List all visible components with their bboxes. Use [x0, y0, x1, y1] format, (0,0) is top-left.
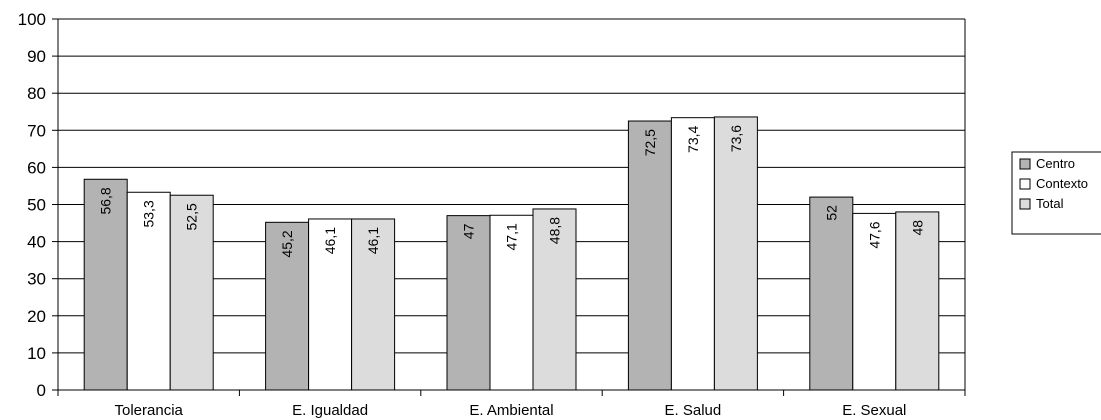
data-label: 53,3 — [141, 200, 157, 227]
data-label: 73,4 — [685, 125, 701, 152]
x-tick-label: E. Ambiental — [469, 402, 553, 419]
bar-centro — [627, 120, 672, 391]
bar-total — [169, 194, 214, 391]
y-tick-label: 50 — [27, 196, 46, 215]
data-label: 46,1 — [322, 227, 338, 254]
x-tick-label: E. Igualdad — [292, 402, 368, 419]
y-tick-label: 80 — [27, 84, 46, 103]
legend-label: Contexto — [1036, 176, 1088, 191]
bar-total — [532, 208, 577, 391]
data-label: 52,5 — [184, 203, 200, 230]
legend-label: Total — [1036, 196, 1064, 211]
y-tick-label: 0 — [37, 381, 46, 400]
data-label: 45,2 — [279, 230, 295, 257]
legend-label: Centro — [1036, 156, 1075, 171]
bar-centro — [83, 178, 128, 391]
data-label: 52 — [823, 205, 839, 221]
bar-contexto — [126, 191, 171, 391]
y-tick-label: 30 — [27, 270, 46, 289]
bar-contexto — [852, 212, 897, 391]
bar-total — [713, 116, 758, 391]
bar-total — [351, 218, 396, 391]
data-label: 46,1 — [365, 227, 381, 254]
bar-contexto — [670, 117, 715, 391]
y-tick-label: 10 — [27, 344, 46, 363]
x-tick-label: E. Salud — [665, 402, 722, 419]
bars — [83, 116, 940, 391]
legend-swatch — [1019, 198, 1031, 210]
bar-contexto — [489, 214, 534, 391]
bar-contexto — [308, 218, 353, 391]
data-label: 47 — [461, 223, 477, 239]
y-tick-label: 90 — [27, 47, 46, 66]
data-label: 47,1 — [504, 223, 520, 250]
bar-centro — [809, 196, 854, 391]
legend: Centro Contexto Total — [1011, 151, 1101, 235]
data-label: 56,8 — [98, 187, 114, 214]
bar-total — [895, 211, 940, 391]
legend-swatch — [1019, 178, 1031, 190]
y-tick-label: 60 — [27, 158, 46, 177]
data-label: 72,5 — [642, 129, 658, 156]
x-tick-label: Tolerancia — [115, 402, 184, 419]
x-tick-label: E. Sexual — [842, 402, 906, 419]
data-label: 48 — [909, 220, 925, 236]
y-tick-label: 100 — [18, 10, 46, 29]
y-tick-label: 20 — [27, 307, 46, 326]
data-label: 48,8 — [547, 217, 563, 244]
legend-swatch — [1019, 158, 1031, 170]
data-label: 47,6 — [866, 221, 882, 248]
data-label: 73,6 — [728, 125, 744, 152]
y-tick-label: 40 — [27, 233, 46, 252]
y-tick-label: 70 — [27, 121, 46, 140]
data-labels: 56,8 45,2 47 72,5 52 53,3 46,1 47,1 73,4 47,6 52,5… — [98, 125, 926, 258]
bar-centro — [446, 215, 491, 391]
